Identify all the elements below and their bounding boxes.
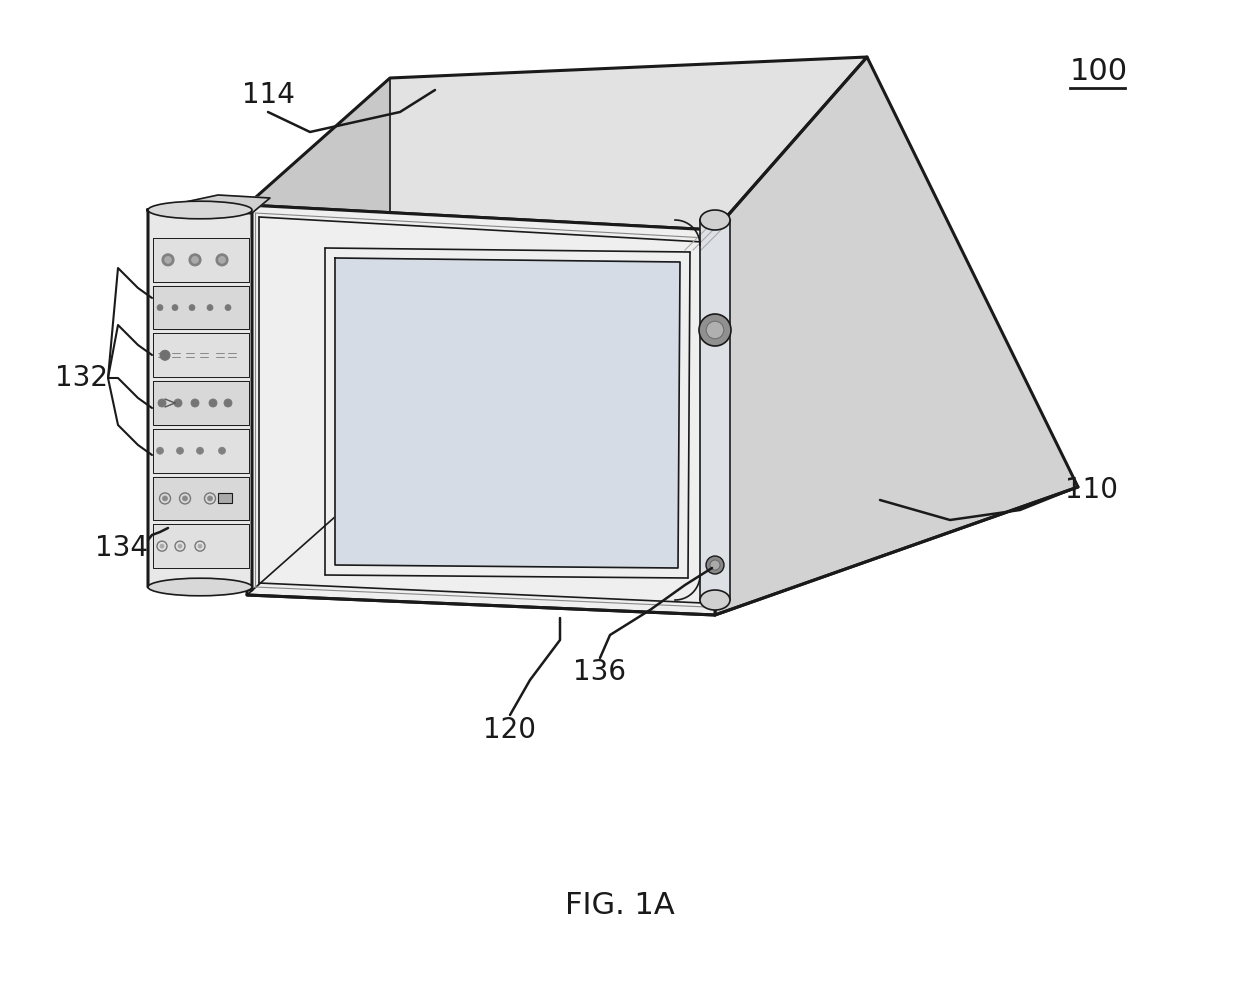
- Circle shape: [179, 544, 182, 548]
- Ellipse shape: [148, 201, 252, 219]
- Bar: [218, 493, 232, 504]
- Circle shape: [218, 256, 226, 263]
- Ellipse shape: [148, 578, 252, 596]
- Circle shape: [188, 253, 201, 266]
- Circle shape: [196, 448, 203, 455]
- Polygon shape: [247, 78, 391, 595]
- Polygon shape: [701, 220, 730, 600]
- Text: 100: 100: [1070, 57, 1128, 87]
- Ellipse shape: [701, 210, 730, 230]
- Polygon shape: [153, 429, 249, 472]
- Polygon shape: [153, 238, 249, 282]
- Circle shape: [160, 350, 170, 360]
- Text: 134: 134: [95, 534, 148, 562]
- Polygon shape: [335, 258, 680, 568]
- Polygon shape: [153, 382, 249, 425]
- Circle shape: [198, 544, 202, 548]
- Polygon shape: [247, 57, 867, 230]
- Circle shape: [191, 256, 198, 263]
- Circle shape: [172, 305, 179, 311]
- Polygon shape: [148, 210, 252, 590]
- Circle shape: [224, 305, 231, 311]
- Circle shape: [160, 544, 164, 548]
- Circle shape: [156, 448, 164, 455]
- Circle shape: [706, 556, 724, 574]
- Circle shape: [174, 399, 182, 407]
- Ellipse shape: [701, 590, 730, 610]
- Polygon shape: [153, 525, 249, 568]
- Polygon shape: [247, 205, 715, 615]
- Circle shape: [699, 314, 732, 346]
- Text: FIG. 1A: FIG. 1A: [565, 890, 675, 920]
- Circle shape: [224, 399, 232, 407]
- Circle shape: [711, 560, 720, 570]
- Circle shape: [188, 305, 195, 311]
- Circle shape: [216, 253, 228, 266]
- Circle shape: [207, 496, 212, 501]
- Polygon shape: [148, 195, 270, 213]
- Circle shape: [157, 305, 162, 311]
- Polygon shape: [153, 333, 249, 377]
- Text: 110: 110: [1065, 476, 1118, 504]
- Circle shape: [182, 496, 187, 501]
- Text: 136: 136: [573, 658, 626, 686]
- Circle shape: [176, 448, 184, 455]
- Text: 120: 120: [484, 716, 537, 744]
- Circle shape: [157, 399, 166, 407]
- Circle shape: [210, 399, 217, 407]
- Text: 114: 114: [242, 81, 294, 109]
- Circle shape: [218, 448, 226, 455]
- Circle shape: [707, 321, 724, 339]
- Circle shape: [162, 496, 167, 501]
- Polygon shape: [715, 57, 1078, 615]
- Polygon shape: [153, 476, 249, 521]
- Circle shape: [191, 399, 198, 407]
- Circle shape: [165, 256, 171, 263]
- Circle shape: [207, 305, 213, 311]
- Polygon shape: [153, 286, 249, 329]
- Circle shape: [162, 253, 174, 266]
- Text: 132: 132: [55, 364, 108, 392]
